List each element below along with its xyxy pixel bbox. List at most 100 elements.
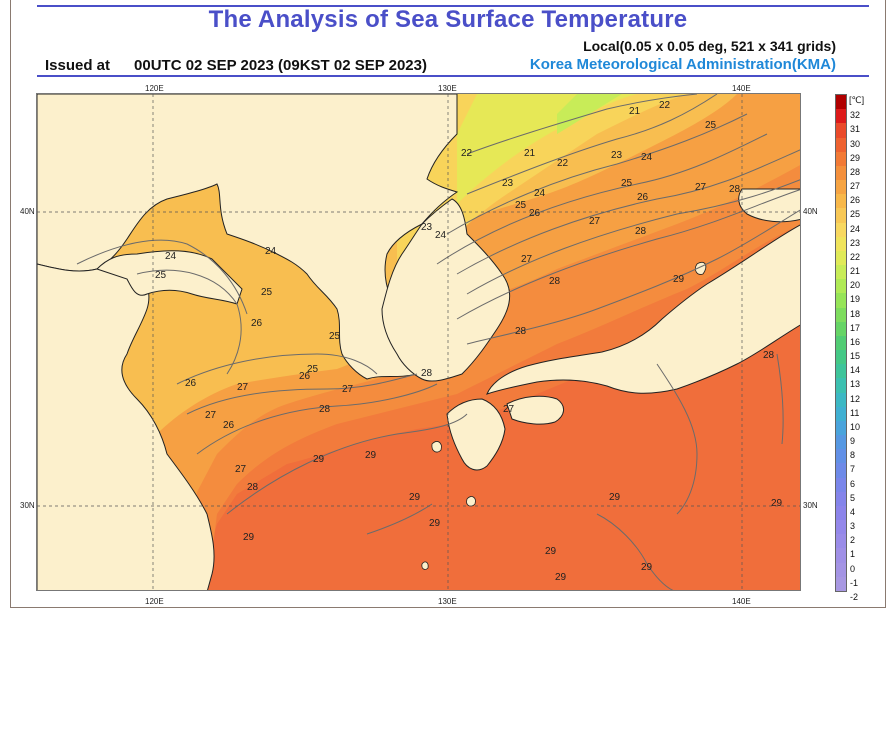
colorbar-segment <box>836 321 846 337</box>
colorbar-unit: [℃] <box>849 95 865 105</box>
issued-time: 00UTC 02 SEP 2023 (09KST 02 SEP 2023) <box>134 57 427 74</box>
contour-label: 25 <box>705 120 717 131</box>
contour-label: 28 <box>729 184 741 195</box>
colorbar-tick-label: 1 <box>850 549 856 560</box>
colorbar-segment <box>836 222 846 238</box>
colorbar-segment <box>836 520 846 535</box>
colorbar-segment <box>836 137 846 153</box>
colorbar-tick-label: 11 <box>850 407 860 418</box>
temperature-colorbar <box>835 94 847 592</box>
header-top-rule <box>37 5 869 7</box>
contour-26-yellow <box>176 353 378 385</box>
colorbar-tick-label: 24 <box>850 223 861 234</box>
colorbar-segment <box>836 435 846 450</box>
lat-tick-right-40: 40N <box>803 207 818 216</box>
agency-name: Korea Meteorological Administration(KMA) <box>529 56 836 73</box>
contour-label: 29 <box>409 492 421 503</box>
colorbar-tick-label: 21 <box>850 266 861 277</box>
colorbar-segment <box>836 109 846 124</box>
land-hokkaido <box>738 188 800 223</box>
colorbar-tick-label: 16 <box>850 336 861 347</box>
contour-label: 29 <box>313 454 325 465</box>
colorbar-tick-label: 23 <box>850 237 861 248</box>
contour-24 <box>436 133 768 265</box>
land-kyushu <box>446 398 506 471</box>
colorbar-segment <box>836 307 846 323</box>
colorbar-segment <box>836 279 846 294</box>
lon-tick-top-130: 130E <box>438 84 457 93</box>
lon-tick-bottom-130: 130E <box>438 597 457 606</box>
lon-tick-top-140: 140E <box>732 84 751 93</box>
lon-tick-bottom-140: 140E <box>732 597 751 606</box>
contour-label: 29 <box>555 572 567 583</box>
contour-29-mid <box>366 503 433 535</box>
contour-28-yellow <box>196 383 438 455</box>
colorbar-segment <box>836 236 846 252</box>
colorbar-segment <box>836 194 846 209</box>
colorbar-tick-label: 25 <box>850 209 861 220</box>
contour-23 <box>446 113 748 235</box>
colorbar-tick-label: 31 <box>850 124 861 135</box>
contour-label: 26 <box>223 420 235 431</box>
contour-label: 24 <box>435 230 447 241</box>
colorbar-tick-label: 17 <box>850 322 861 333</box>
contour-label: 29 <box>545 546 557 557</box>
contour-label: 23 <box>611 150 623 161</box>
island-small-1 <box>466 496 476 507</box>
lon-tick-top-120: 120E <box>145 84 164 93</box>
colorbar-segment <box>836 335 846 351</box>
colorbar-segment <box>836 350 846 365</box>
colorbar-segment <box>836 95 846 110</box>
contour-label: 28 <box>247 482 259 493</box>
contour-label: 25 <box>307 364 319 375</box>
contour-label: 23 <box>502 178 514 189</box>
contour-29-south <box>596 513 674 590</box>
contour-label: 25 <box>515 200 527 211</box>
contour-lines <box>76 94 800 590</box>
lat-tick-right-30: 30N <box>803 501 818 510</box>
contour-28-east <box>466 209 800 345</box>
issued-line: Issued at 00UTC 02 SEP 2023 (09KST 02 SEP… <box>45 57 427 74</box>
contour-label: 22 <box>659 100 671 111</box>
sst-map-svg: 21 22 21 22 23 24 25 23 24 25 26 27 28 2… <box>37 94 800 590</box>
land-shikoku <box>506 395 564 425</box>
contour-label: 27 <box>695 182 707 193</box>
contour-label: 24 <box>534 188 546 199</box>
contour-label: 25 <box>621 178 633 189</box>
colorbar-tick-label: 8 <box>850 450 856 461</box>
colorbar-segment <box>836 548 846 564</box>
page-title: The Analysis of Sea Surface Temperature <box>208 6 688 33</box>
colorbar-tick-label: 6 <box>850 478 856 489</box>
contour-label: 22 <box>557 158 569 169</box>
contour-label: 25 <box>329 331 341 342</box>
colorbar-tick-label: -1 <box>850 577 859 588</box>
lat-tick-left-40: 40N <box>20 207 35 216</box>
contour-label: 26 <box>299 371 311 382</box>
colorbar-segment <box>836 123 846 138</box>
grid-info: Local(0.05 x 0.05 deg, 521 x 341 grids) <box>583 38 836 54</box>
contour-22 <box>466 94 718 195</box>
colorbar-tick-label: 13 <box>850 379 861 390</box>
contour-label: 28 <box>515 326 527 337</box>
lat-tick-left-30: 30N <box>20 501 35 510</box>
contour-label: 28 <box>635 226 647 237</box>
contour-label: 23 <box>421 222 433 233</box>
colorbar-segment <box>836 576 846 592</box>
colorbar-tick-label: 3 <box>850 521 856 532</box>
colorbar-tick-label: 18 <box>850 308 861 319</box>
contour-25 <box>456 149 800 275</box>
colorbar-segment <box>836 477 846 493</box>
contour-label: 25 <box>155 270 167 281</box>
contour-24-yellow <box>76 239 248 315</box>
contour-27-yellow <box>186 373 418 415</box>
issued-label: Issued at <box>45 57 111 74</box>
contour-label: 24 <box>165 251 177 262</box>
colorbar-tick-label: 5 <box>850 492 856 503</box>
contour-label: 27 <box>342 384 354 395</box>
colorbar-segment <box>836 208 846 224</box>
colorbar-segment <box>836 151 846 167</box>
colorbar-tick-label: 29 <box>850 152 861 163</box>
contour-label: 26 <box>185 378 197 389</box>
colorbar-segment <box>836 180 846 195</box>
colorbar-tick-label: 32 <box>850 110 861 121</box>
